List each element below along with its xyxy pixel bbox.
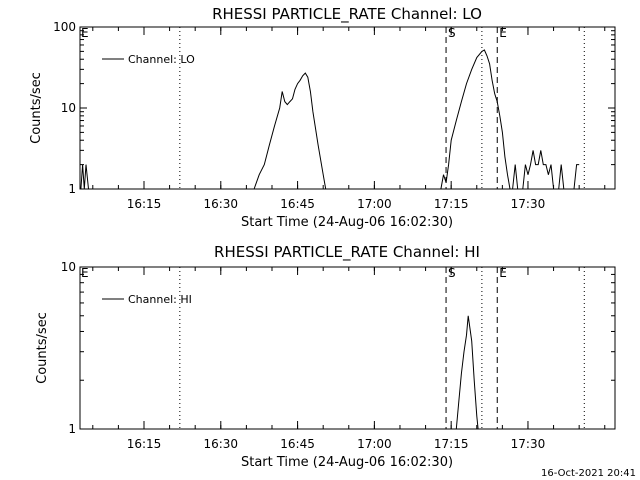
- panel-lo-xticks: 16:15 16:30 16:45 17:00 17:15 17:30: [92, 27, 606, 211]
- panel-lo-title: RHESSI PARTICLE_RATE Channel: LO: [212, 5, 482, 24]
- y-tick-label: 1: [68, 422, 76, 436]
- series-line-segment: [455, 315, 479, 430]
- event-marker-label: E: [499, 26, 507, 40]
- x-tick-label: 16:45: [280, 437, 315, 451]
- series-line-segment: [512, 164, 519, 190]
- x-tick-label: 16:15: [127, 197, 162, 211]
- panel-hi-legend-label: Channel: HI: [128, 293, 192, 306]
- event-marker-label: S: [448, 26, 456, 40]
- y-tick-label: 10: [61, 260, 76, 274]
- event-marker-label: E: [81, 26, 89, 40]
- panel-hi-title: RHESSI PARTICLE_RATE Channel: HI: [214, 243, 480, 262]
- x-tick-label: 17:00: [357, 197, 392, 211]
- panel-lo-xlabel: Start Time (24-Aug-06 16:02:30): [241, 215, 453, 230]
- y-tick-label: 100: [53, 20, 76, 34]
- x-tick-label: 17:30: [511, 437, 546, 451]
- panel-lo-frame: [79, 26, 616, 190]
- series-line-segment: [440, 49, 511, 190]
- x-tick-label: 16:15: [127, 437, 162, 451]
- series-line-segment: [573, 164, 580, 190]
- panel-hi: RHESSI PARTICLE_RATE Channel: HI Counts/…: [35, 243, 616, 470]
- series-line-segment: [80, 164, 89, 190]
- panel-lo-ylabel: Counts/sec: [29, 72, 44, 144]
- event-marker-label: E: [81, 266, 89, 280]
- panel-hi-xlabel: Start Time (24-Aug-06 16:02:30): [241, 455, 453, 470]
- panel-lo-legend: Channel: LO: [102, 53, 195, 66]
- panel-hi-yticks: 1 10: [61, 260, 615, 436]
- x-tick-label: 17:15: [434, 437, 469, 451]
- render-timestamp: 16-Oct-2021 20:41: [541, 468, 636, 479]
- x-tick-label: 17:00: [357, 437, 392, 451]
- y-tick-label: 1: [68, 182, 76, 196]
- panel-lo-series: [80, 49, 580, 190]
- event-marker-label: S: [448, 266, 456, 280]
- panel-hi-xticks: 16:15 16:30 16:45 17:00 17:15 17:30: [92, 267, 606, 451]
- panel-hi-frame: [79, 266, 616, 430]
- panel-hi-legend: Channel: HI: [102, 293, 192, 306]
- panel-lo-yticks: 1 10 100: [53, 20, 615, 196]
- x-tick-label: 16:30: [203, 437, 238, 451]
- panel-hi-series: [455, 315, 479, 430]
- series-line-segment: [253, 72, 327, 190]
- x-tick-label: 16:45: [280, 197, 315, 211]
- x-tick-label: 17:15: [434, 197, 469, 211]
- y-tick-label: 10: [61, 101, 76, 115]
- x-tick-label: 17:30: [511, 197, 546, 211]
- panel-lo-legend-label: Channel: LO: [128, 53, 195, 66]
- panel-lo: RHESSI PARTICLE_RATE Channel: LO Counts/…: [29, 5, 616, 230]
- series-line-segment: [522, 150, 555, 190]
- panel-hi-ylabel: Counts/sec: [35, 312, 50, 384]
- event-marker-label: E: [499, 266, 507, 280]
- x-tick-label: 16:30: [203, 197, 238, 211]
- series-line-segment: [558, 164, 565, 190]
